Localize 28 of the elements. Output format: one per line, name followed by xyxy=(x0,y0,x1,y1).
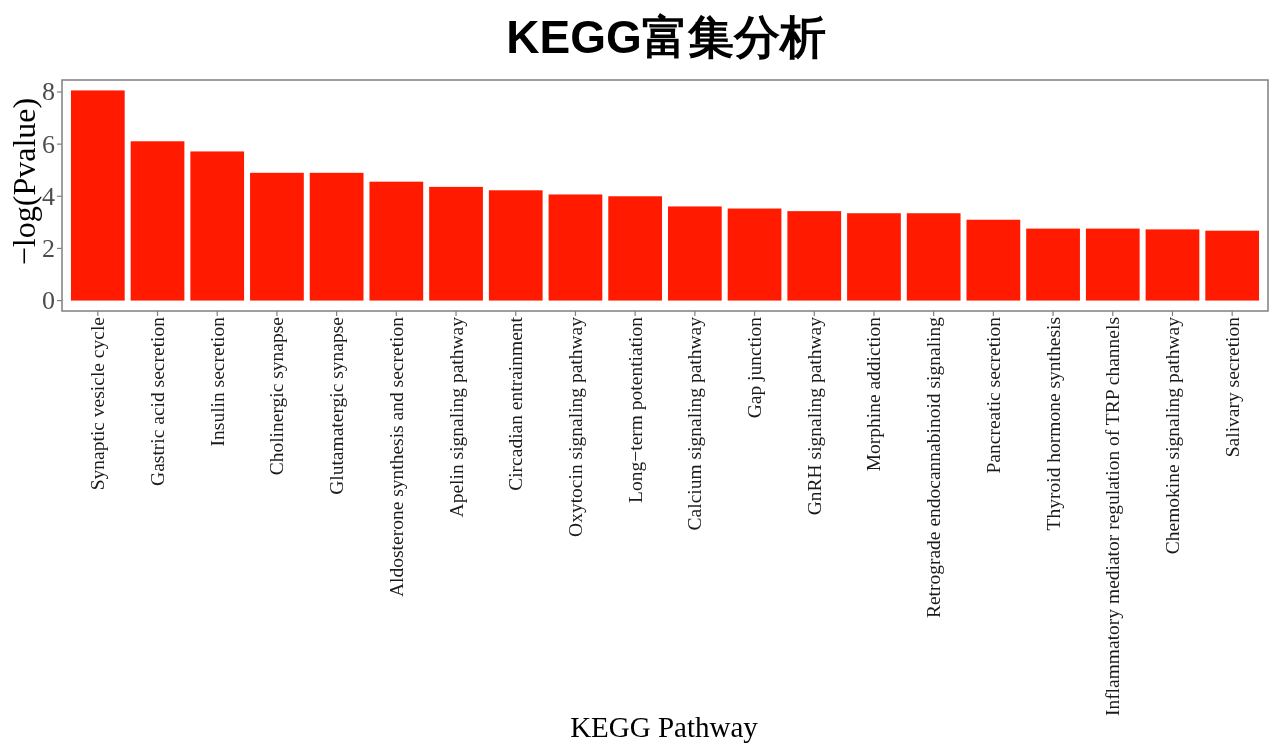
y-tick-label: 4 xyxy=(42,181,55,211)
x-tick-label: Gap junction xyxy=(744,316,766,419)
x-tick-label: Salivary secretion xyxy=(1221,316,1243,458)
x-tick-label: Calcium signaling pathway xyxy=(684,316,706,531)
x-tick-label: Glutamatergic synapse xyxy=(326,317,348,495)
y-tick-label: 8 xyxy=(42,77,55,107)
y-tick-label: 6 xyxy=(42,129,55,159)
title: KEGG富集分析 xyxy=(506,11,826,63)
x-tick-label: GnRH signaling pathway xyxy=(803,316,825,516)
x-tick-label: Aldosterone synthesis and secretion xyxy=(385,316,407,597)
x-tick-label: Insulin secretion xyxy=(206,316,228,447)
y-tick-label: 2 xyxy=(42,233,55,263)
x-tick-label: Synaptic vesicle cycle xyxy=(87,317,109,491)
x-tick-label: Morphine addiction xyxy=(863,316,885,472)
ylabel: −log(Pvalue) xyxy=(6,97,42,266)
xlabel: KEGG Pathway xyxy=(570,711,758,743)
x-tick-label: Chemokine signaling pathway xyxy=(1161,316,1183,555)
x-tick-label: Pancreatic secretion xyxy=(982,316,1004,474)
x-tick-label: Long−term potentiation xyxy=(624,316,646,503)
x-tick-label: Cholinergic synapse xyxy=(266,317,288,476)
x-tick-label: Gastric acid secretion xyxy=(147,316,169,486)
x-tick-label: Thyroid hormone synthesis xyxy=(1042,317,1064,531)
x-tick-label: Apelin signaling pathway xyxy=(445,316,467,518)
x-tick-label: Retrograde endocannabinoid signaling xyxy=(923,316,945,619)
x-tick-label: Circadian entrainment xyxy=(505,316,527,491)
y-tick-label: 0 xyxy=(42,286,55,316)
x-tick-label: Oxytocin signaling pathway xyxy=(564,316,586,537)
x-tick-label: Inflammatory mediator regulation of TRP channels xyxy=(1102,317,1124,717)
